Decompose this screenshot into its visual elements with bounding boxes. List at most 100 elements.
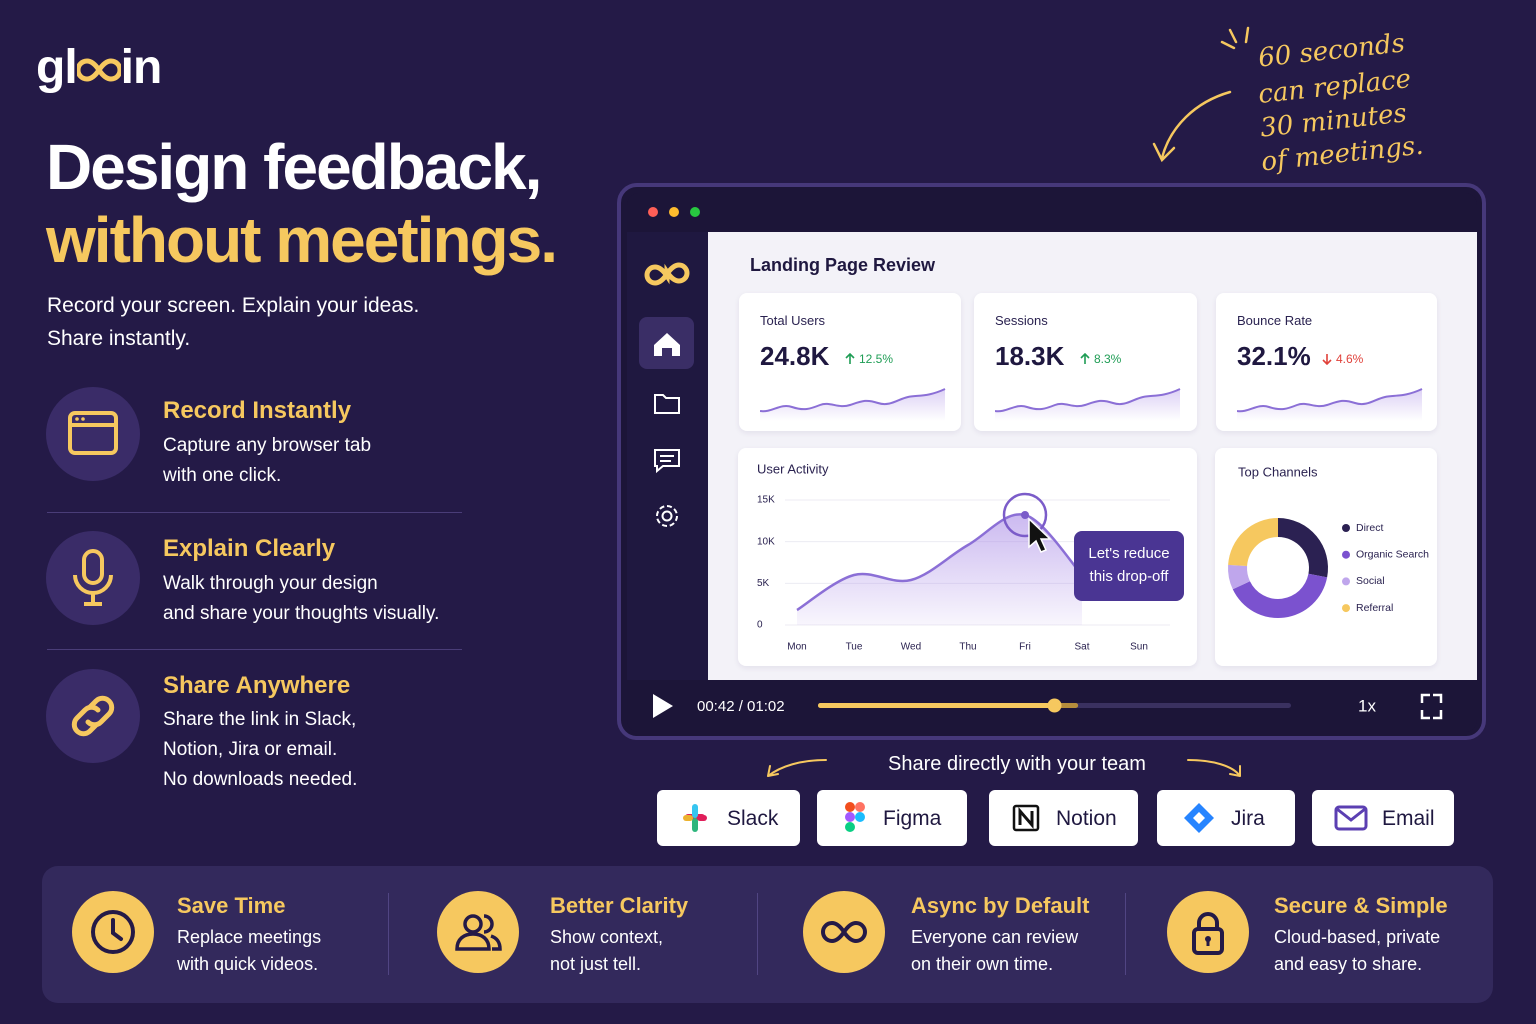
- sparkline-line: [760, 388, 946, 413]
- sidebar-icons: [639, 262, 694, 527]
- trend-arrow: [1080, 353, 1090, 364]
- logo-prefix: gl: [36, 41, 78, 94]
- subhead: Share instantly.: [47, 327, 191, 350]
- feature-text: No downloads needed.: [163, 769, 358, 790]
- mic-icon: [73, 549, 113, 606]
- sparkline: [760, 388, 946, 421]
- activity-card: [738, 448, 1197, 666]
- benefit-icon: [72, 891, 154, 973]
- stat-change: 8.3%: [1094, 352, 1122, 366]
- divider: [388, 893, 389, 975]
- logo-suffix: in: [120, 41, 163, 94]
- figma-logo: [845, 802, 865, 832]
- notion-logo: [1012, 804, 1040, 832]
- trend-arrow-path: [1080, 353, 1090, 364]
- stat-card: Total Users 24.8K 12.5%: [739, 293, 961, 431]
- benefit-icon: [803, 891, 885, 973]
- nav-settings[interactable]: [661, 510, 673, 522]
- benefit-title: Save Time: [177, 893, 286, 918]
- browser-icon: [68, 411, 118, 455]
- stat-card: Sessions 18.3K 8.3%: [974, 293, 1197, 431]
- feature-title: Record Instantly: [163, 397, 352, 424]
- feature-text: Capture any browser tab: [163, 435, 372, 456]
- share-arrows: [767, 759, 1241, 777]
- jira-logo: [1184, 803, 1214, 833]
- stat-card: Bounce Rate 32.1% 4.6%: [1216, 293, 1437, 431]
- feature-text: Walk through your design: [163, 573, 378, 594]
- headline-line2: without meetings.: [46, 204, 558, 276]
- share-jira[interactable]: Jira: [1157, 790, 1295, 846]
- feature-title: Share Anywhere: [163, 672, 351, 699]
- share-notion[interactable]: Notion: [989, 790, 1138, 846]
- app-label: Slack: [727, 807, 779, 830]
- window-dots: [648, 207, 700, 217]
- users-icon: [455, 914, 502, 951]
- stat-change: 12.5%: [859, 352, 894, 366]
- feature-icon: [46, 387, 140, 481]
- benefit-title: Secure & Simple: [1274, 893, 1448, 918]
- share-title: Share directly with your team: [888, 753, 1146, 775]
- sparkline-line: [1237, 388, 1423, 413]
- nav-comments[interactable]: [654, 449, 680, 474]
- benefit-text: and easy to share.: [1274, 954, 1423, 974]
- divider: [47, 512, 462, 513]
- link-icon: [71, 695, 115, 737]
- email-logo: [1334, 805, 1368, 831]
- trend-arrow-path: [845, 353, 855, 364]
- stat-label: Sessions: [995, 313, 1048, 328]
- feature-text: Notion, Jira or email.: [163, 739, 338, 760]
- stat-value: 18.3K: [995, 341, 1065, 371]
- benefit-icon: [1167, 891, 1249, 973]
- app-label: Email: [1382, 807, 1435, 830]
- sidebar: [627, 232, 708, 680]
- benefits-bar: [42, 866, 1493, 1003]
- benefit-text: on their own time.: [911, 954, 1054, 974]
- stat-value: 32.1%: [1237, 341, 1311, 371]
- divider: [1125, 893, 1126, 975]
- player-bar: [627, 680, 1477, 732]
- clock-icon: [91, 910, 135, 954]
- sparkline: [1237, 388, 1423, 421]
- benefit-title: Async by Default: [911, 893, 1090, 918]
- benefit-text: Cloud-based, private: [1274, 927, 1441, 947]
- annotation-arrow: [1152, 26, 1250, 163]
- stat-value: 24.8K: [760, 341, 830, 371]
- feature-icon: [46, 531, 140, 625]
- share-slack[interactable]: Slack: [657, 790, 800, 846]
- trend-arrow: [1322, 354, 1332, 365]
- benefit-text: Show context,: [550, 927, 664, 947]
- share-email[interactable]: Email: [1312, 790, 1454, 846]
- divider: [757, 893, 758, 975]
- feature-text: and share your thoughts visually.: [163, 603, 440, 624]
- stat-change: 4.6%: [1336, 352, 1364, 366]
- sparkline: [995, 388, 1181, 421]
- benefit-icon: [437, 891, 519, 973]
- logo: gl in: [36, 40, 163, 94]
- headline-line1: Design feedback,: [46, 131, 542, 203]
- nav-folder[interactable]: [654, 394, 680, 414]
- feature-icon: [46, 669, 140, 763]
- benefit-title: Better Clarity: [550, 893, 689, 918]
- share-figma[interactable]: Figma: [817, 790, 967, 846]
- infinity-icon: [821, 920, 867, 944]
- dashboard-title: Landing Page Review: [750, 255, 936, 275]
- benefit-text: Everyone can review: [911, 927, 1079, 947]
- benefit-text: not just tell.: [550, 954, 642, 974]
- divider: [47, 649, 462, 650]
- app-label: Notion: [1056, 807, 1117, 830]
- feature-title: Explain Clearly: [163, 535, 336, 562]
- subhead: Record your screen. Explain your ideas.: [47, 294, 420, 317]
- feature-text: with one click.: [163, 465, 282, 486]
- slack-logo: [683, 804, 707, 832]
- trend-arrow-path: [1322, 354, 1332, 365]
- sparkline-line: [995, 388, 1181, 413]
- trend-arrow: [845, 353, 855, 364]
- benefit-text: with quick videos.: [177, 954, 319, 974]
- logo-mark: [75, 58, 123, 82]
- feature-text: Share the link in Slack,: [163, 709, 357, 730]
- lock-icon: [1192, 912, 1224, 955]
- stat-label: Total Users: [760, 313, 826, 328]
- window-titlebar: [627, 193, 1477, 232]
